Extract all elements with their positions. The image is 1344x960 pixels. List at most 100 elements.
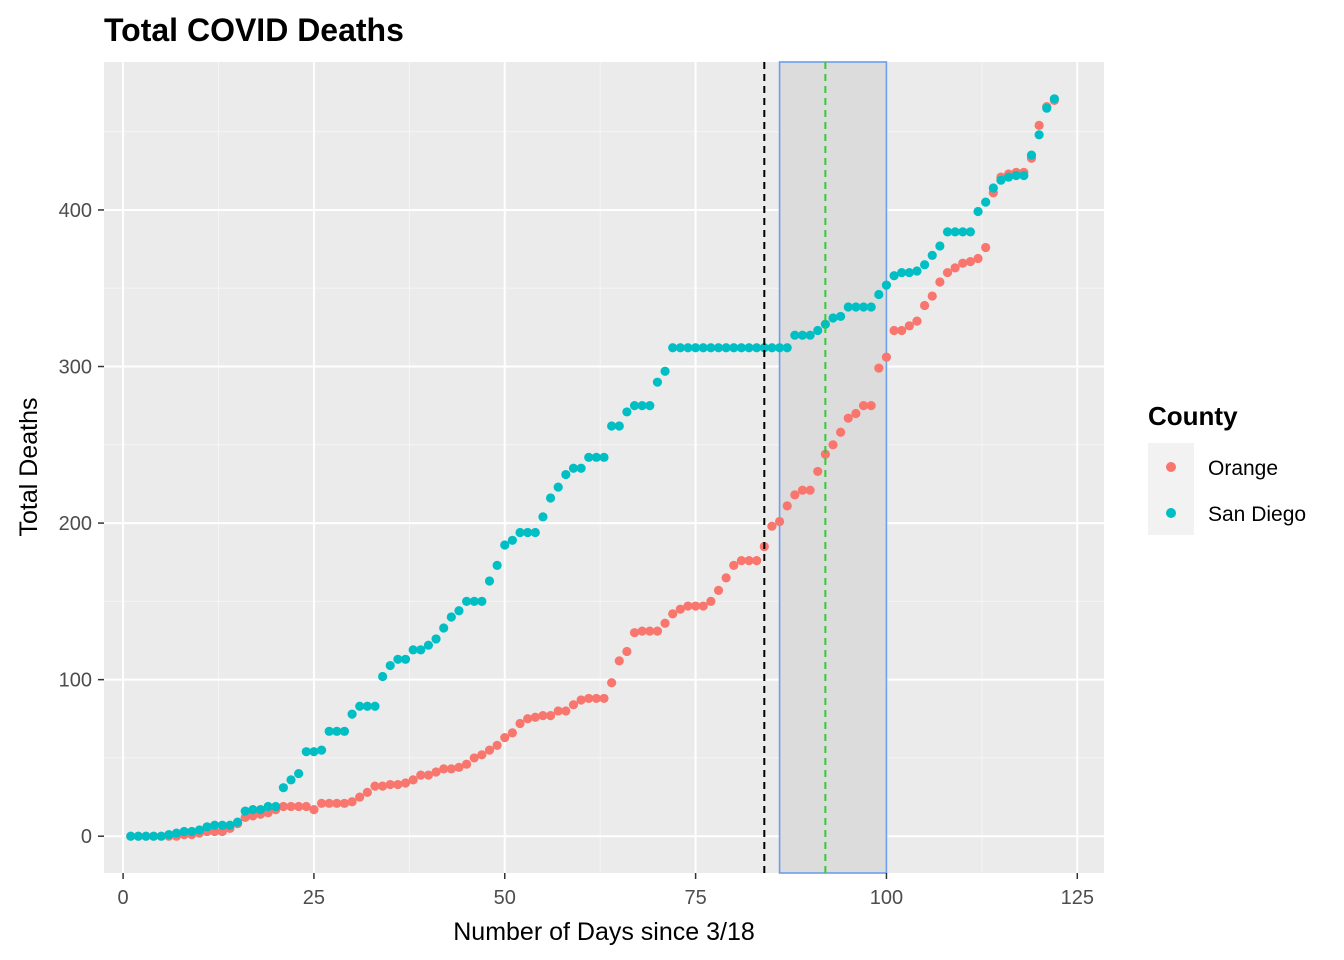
data-point [652,626,663,636]
data-point [538,711,548,721]
data-point [691,601,701,611]
minor-gridlines [104,62,1104,873]
data-point [820,449,830,459]
data-point [515,527,525,538]
data-point [408,645,418,655]
x-tick-label: 125 [1061,887,1094,909]
data-point [255,804,266,815]
plot-panel [104,62,1104,873]
data-point [248,804,258,815]
data-point [553,482,563,492]
data-point [774,343,785,353]
data-point [339,798,350,808]
data-point [965,227,976,237]
legend-key-background [1148,443,1194,535]
data-point [156,831,166,841]
data-point [645,626,655,636]
data-point [713,585,724,596]
data-point [378,671,388,682]
data-point [767,521,777,531]
legend-label-san-diego: San Diego [1208,503,1306,526]
data-point [355,701,365,711]
data-point [599,452,609,462]
data-point [286,775,296,785]
data-point [973,206,983,217]
data-point [324,798,334,808]
legend-title: County [1148,401,1238,431]
data-point [576,695,586,705]
data-point [416,770,426,780]
data-point [561,706,571,716]
data-point [301,747,311,757]
data-point [981,242,991,253]
data-point [416,645,426,655]
data-point [950,227,960,237]
data-point [515,718,525,729]
data-point [851,302,861,312]
data-point [759,343,769,353]
data-point [461,759,472,769]
data-point [126,831,136,841]
data-point [706,343,716,353]
data-point [1042,103,1052,113]
data-point [309,804,319,815]
data-point [637,401,647,411]
data-point [316,745,327,755]
data-point [942,227,953,237]
x-axis-ticks: 0 25 50 75 100 125 [118,873,1094,909]
data-point [240,806,250,816]
data-point [469,596,479,606]
data-point [568,700,579,710]
data-point [324,726,334,736]
data-point [912,266,922,276]
data-point [232,817,243,827]
x-tick-label: 0 [118,887,129,909]
data-point [858,302,869,312]
data-point [385,660,395,671]
data-point [904,267,914,278]
data-point [782,343,792,353]
data-point [362,787,372,797]
data-point [347,797,357,807]
data-point [530,712,540,722]
legend-key-san-diego [1166,508,1176,518]
data-point [797,330,808,340]
data-point [576,463,586,473]
data-point [851,408,861,419]
data-point [614,656,624,666]
data-point [355,792,365,802]
data-point [545,711,556,721]
data-point [805,330,815,340]
data-point [164,830,174,840]
data-point [820,319,830,329]
data-point [752,556,762,566]
data-point [836,427,846,437]
data-point [652,377,663,387]
data-point [752,343,762,353]
data-point [790,330,800,340]
data-point [629,401,640,411]
data-point [828,313,838,323]
data-point [461,596,472,606]
data-point [500,540,510,550]
data-point [194,825,205,835]
data-point [996,175,1006,185]
data-point [629,628,640,638]
data-point [294,768,304,779]
data-point [477,596,487,606]
x-tick-label: 25 [303,887,325,909]
data-point [1026,150,1037,160]
data-point [385,779,395,790]
data-point [484,576,495,586]
data-point [927,291,937,301]
data-point [469,753,479,763]
data-point [423,640,434,650]
data-point [889,325,899,336]
x-tick-label: 100 [870,887,903,909]
data-point [454,762,464,772]
data-point [370,781,380,791]
data-point [767,343,777,353]
data-point [545,493,556,503]
data-point [683,343,693,353]
data-point [393,654,403,664]
